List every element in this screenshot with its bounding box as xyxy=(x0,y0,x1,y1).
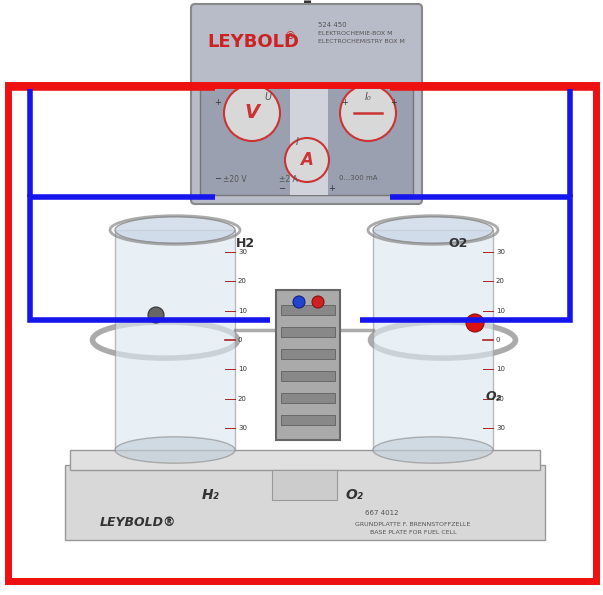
Text: O2: O2 xyxy=(448,237,467,250)
Text: I: I xyxy=(296,137,299,147)
Bar xyxy=(281,393,335,403)
Text: 10: 10 xyxy=(238,367,247,372)
Text: 30: 30 xyxy=(496,425,505,431)
Text: −: − xyxy=(279,184,285,193)
Text: 667 4012: 667 4012 xyxy=(365,510,399,516)
Text: 30: 30 xyxy=(238,249,247,255)
Bar xyxy=(290,85,328,195)
Circle shape xyxy=(293,296,305,308)
Text: BASE PLATE FOR FUEL CELL: BASE PLATE FOR FUEL CELL xyxy=(370,530,456,535)
Text: U: U xyxy=(264,92,271,102)
Text: 524 450: 524 450 xyxy=(318,22,347,28)
Text: O₂: O₂ xyxy=(486,390,502,403)
Text: A: A xyxy=(300,151,314,169)
Text: 30: 30 xyxy=(496,249,505,255)
Bar xyxy=(281,415,335,425)
Text: H2: H2 xyxy=(236,237,255,250)
Bar xyxy=(8,85,596,581)
Text: ®: ® xyxy=(284,31,295,41)
Bar xyxy=(281,327,335,337)
Text: 0: 0 xyxy=(238,337,242,343)
Text: 10: 10 xyxy=(496,367,505,372)
Text: I₀: I₀ xyxy=(365,92,372,102)
Text: −: − xyxy=(215,174,221,183)
Bar xyxy=(272,470,337,500)
Text: ±20 V: ±20 V xyxy=(223,175,247,184)
Text: 30: 30 xyxy=(238,425,247,431)
Text: +: + xyxy=(215,98,221,107)
Text: GRUNDPLATTE F. BRENNSTOFFZELLE: GRUNDPLATTE F. BRENNSTOFFZELLE xyxy=(355,522,470,527)
Text: ELEKTROCHEMIE-BOX M: ELEKTROCHEMIE-BOX M xyxy=(318,31,393,36)
Bar xyxy=(373,230,493,450)
Text: ELECTROCHEMISTRY BOX M: ELECTROCHEMISTRY BOX M xyxy=(318,39,405,44)
Text: 0: 0 xyxy=(496,337,500,343)
Bar xyxy=(281,349,335,359)
Text: +: + xyxy=(341,98,349,107)
Circle shape xyxy=(312,296,324,308)
Circle shape xyxy=(148,307,164,323)
Text: 20: 20 xyxy=(238,278,247,284)
Ellipse shape xyxy=(115,217,235,243)
Text: 20: 20 xyxy=(238,396,247,402)
Text: +: + xyxy=(391,98,397,107)
FancyBboxPatch shape xyxy=(191,4,422,204)
Text: 10: 10 xyxy=(238,308,247,314)
Text: 20: 20 xyxy=(496,396,505,402)
Circle shape xyxy=(224,85,280,141)
Ellipse shape xyxy=(115,437,235,463)
Ellipse shape xyxy=(373,437,493,463)
Bar xyxy=(200,85,413,195)
Text: LEYBOLD®: LEYBOLD® xyxy=(100,516,177,529)
Text: H₂: H₂ xyxy=(202,488,219,502)
Text: +: + xyxy=(329,184,335,193)
Bar xyxy=(70,450,540,470)
Bar xyxy=(281,371,335,381)
Text: ±2 A: ±2 A xyxy=(279,175,297,184)
Text: 20: 20 xyxy=(496,278,505,284)
Bar xyxy=(65,465,545,540)
Text: V: V xyxy=(244,104,259,123)
Text: O₂: O₂ xyxy=(345,488,363,502)
Text: LEYBOLD: LEYBOLD xyxy=(207,33,299,51)
Bar xyxy=(115,230,235,450)
Ellipse shape xyxy=(373,217,493,243)
Circle shape xyxy=(340,85,396,141)
Circle shape xyxy=(285,138,329,182)
Circle shape xyxy=(466,314,484,332)
Text: 10: 10 xyxy=(496,308,505,314)
Bar xyxy=(281,305,335,315)
Bar xyxy=(276,290,340,440)
Text: 0...300 mA: 0...300 mA xyxy=(339,175,377,181)
